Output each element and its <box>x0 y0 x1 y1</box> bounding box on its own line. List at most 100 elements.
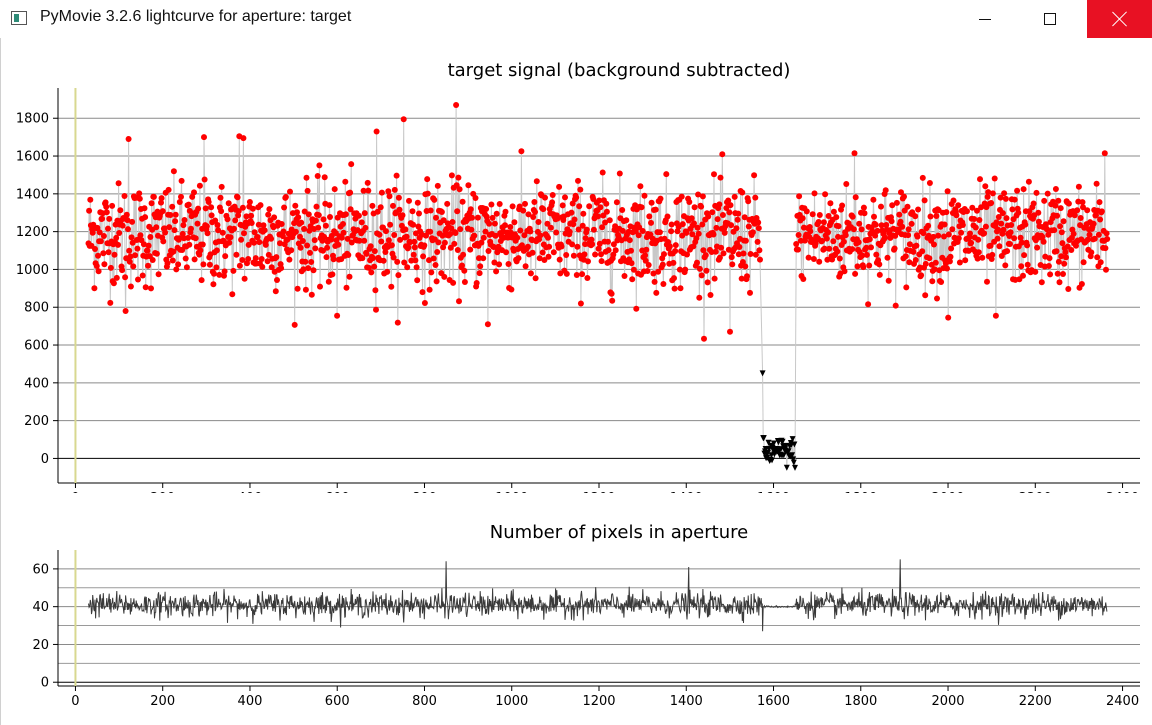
signal-point <box>424 190 431 197</box>
signal-point <box>1017 234 1024 241</box>
signal-point <box>360 187 367 194</box>
signal-point <box>277 240 283 247</box>
signal-point <box>651 278 658 285</box>
signal-point <box>364 179 371 186</box>
signal-point <box>608 290 615 297</box>
signal-point <box>984 278 990 285</box>
signal-point <box>218 183 225 190</box>
signal-point <box>455 174 462 181</box>
signal-point <box>752 194 759 201</box>
signal-point <box>391 186 398 193</box>
signal-point <box>1002 195 1009 202</box>
signal-point <box>384 268 391 275</box>
signal-point <box>698 203 705 210</box>
signal-point <box>186 241 193 248</box>
signal-point <box>378 189 385 196</box>
signal-point <box>280 228 287 235</box>
signal-point <box>698 272 705 279</box>
signal-point <box>480 234 487 241</box>
signal-point <box>850 226 857 233</box>
signal-point <box>225 200 232 207</box>
signal-point <box>1071 212 1078 219</box>
signal-point <box>827 200 834 207</box>
signal-chart[interactable]: target signal (background subtracted) 0 20… <box>0 38 1152 493</box>
pixels-xtick-label: 400 <box>238 694 263 709</box>
signal-point <box>903 284 910 291</box>
close-button[interactable] <box>1087 0 1152 38</box>
signal-point <box>728 222 735 229</box>
signal-point <box>268 264 275 271</box>
signal-point <box>843 181 850 187</box>
signal-point <box>978 204 985 211</box>
signal-point <box>260 222 267 229</box>
pixels-xtick-label: 1800 <box>844 694 877 709</box>
signal-point <box>549 192 556 198</box>
signal-point <box>1059 240 1066 247</box>
signal-point <box>404 264 411 271</box>
signal-point <box>451 240 458 247</box>
signal-point <box>518 148 525 155</box>
signal-point <box>303 174 310 181</box>
signal-point <box>628 247 634 254</box>
signal-point <box>861 210 868 217</box>
minimize-button[interactable] <box>962 0 1008 38</box>
signal-point <box>1104 236 1111 242</box>
signal-point <box>645 262 652 268</box>
dropped-point <box>783 464 790 471</box>
signal-point <box>222 253 229 260</box>
signal-point <box>100 250 107 257</box>
signal-point <box>149 257 156 263</box>
signal-point <box>117 207 124 214</box>
signal-point <box>368 269 375 276</box>
signal-point <box>707 292 714 298</box>
signal-point <box>735 210 742 217</box>
signal-point <box>183 264 190 271</box>
signal-point <box>305 265 312 272</box>
signal-point <box>266 206 273 213</box>
signal-point <box>93 263 100 269</box>
signal-point <box>919 174 926 181</box>
signal-point <box>317 283 323 290</box>
signal-point <box>170 248 177 255</box>
dropped-point <box>765 439 772 446</box>
signal-point <box>391 232 398 238</box>
signal-point <box>457 226 464 233</box>
signal-point <box>251 239 257 246</box>
app-window-icon[interactable] <box>11 11 27 25</box>
signal-point <box>892 302 899 309</box>
signal-point <box>517 227 524 234</box>
signal-point <box>135 276 141 283</box>
signal-point <box>287 188 293 195</box>
signal-point <box>619 227 626 234</box>
signal-point <box>249 205 256 212</box>
signal-point <box>856 220 863 227</box>
signal-point <box>851 150 858 157</box>
signal-point <box>126 247 133 254</box>
signal-point <box>574 243 581 250</box>
signal-point <box>757 256 763 263</box>
dropped-point <box>769 457 775 464</box>
signal-point <box>529 249 536 256</box>
signal-point <box>956 259 963 266</box>
signal-point <box>878 203 884 210</box>
signal-point <box>799 215 806 222</box>
signal-point <box>705 213 712 220</box>
signal-point <box>227 234 234 241</box>
signal-point <box>921 197 928 204</box>
signal-point <box>727 202 734 209</box>
signal-point <box>1022 221 1029 228</box>
maximize-button[interactable] <box>1027 0 1073 38</box>
signal-point <box>1001 190 1008 197</box>
signal-point <box>87 196 94 203</box>
signal-point <box>668 221 675 228</box>
signal-point <box>1020 186 1027 193</box>
pixel-count-series <box>88 559 1108 632</box>
signal-point <box>865 301 872 308</box>
signal-point <box>1095 231 1102 238</box>
signal-point <box>938 279 945 285</box>
signal-point <box>575 226 582 233</box>
signal-point <box>910 248 917 255</box>
signal-point <box>643 246 650 253</box>
signal-point <box>297 233 303 240</box>
